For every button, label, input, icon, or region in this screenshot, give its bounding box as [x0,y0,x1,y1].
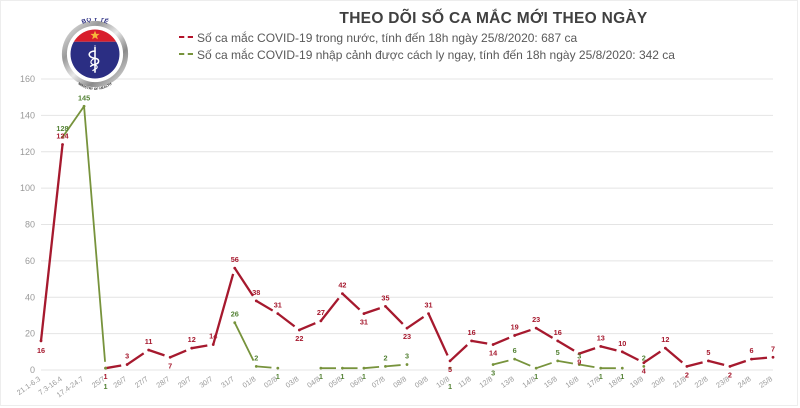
svg-text:5: 5 [706,348,710,357]
svg-text:60: 60 [25,256,35,266]
svg-text:2: 2 [254,353,258,362]
svg-text:2: 2 [728,370,732,379]
svg-text:3: 3 [405,352,409,361]
svg-text:12: 12 [188,335,196,344]
svg-text:21.1-6.3: 21.1-6.3 [15,374,42,397]
svg-text:13/8: 13/8 [499,374,516,390]
svg-text:1: 1 [599,372,603,381]
svg-text:20/8: 20/8 [650,374,667,390]
svg-text:3: 3 [125,352,129,361]
svg-text:16: 16 [37,346,45,355]
svg-text:29/7: 29/7 [176,374,193,390]
svg-text:128: 128 [56,124,68,133]
svg-text:27/7: 27/7 [133,374,150,390]
svg-text:140: 140 [20,110,35,120]
svg-text:1: 1 [104,372,108,381]
svg-text:26/7: 26/7 [111,374,128,390]
svg-text:22/8: 22/8 [693,374,710,390]
svg-text:1: 1 [534,372,538,381]
svg-text:1: 1 [620,372,624,381]
svg-text:31: 31 [360,318,368,327]
svg-text:16/8: 16/8 [564,374,581,390]
svg-text:16: 16 [468,328,476,337]
svg-text:25/8: 25/8 [757,374,774,390]
svg-text:3: 3 [491,369,495,378]
svg-text:23: 23 [403,332,411,341]
svg-text:80: 80 [25,220,35,230]
svg-text:2: 2 [685,370,689,379]
svg-text:08/8: 08/8 [391,374,408,390]
svg-text:22: 22 [295,334,303,343]
svg-text:11: 11 [145,337,153,346]
svg-text:4: 4 [642,367,647,376]
svg-text:19/8: 19/8 [628,374,645,390]
svg-text:07/8: 07/8 [370,374,387,390]
svg-text:14: 14 [489,349,498,358]
svg-text:28/7: 28/7 [155,374,172,390]
svg-text:145: 145 [78,93,90,102]
svg-text:0: 0 [30,365,35,375]
svg-text:11/8: 11/8 [456,374,472,389]
svg-text:1: 1 [319,372,323,381]
svg-text:2: 2 [383,353,387,362]
svg-text:09/8: 09/8 [413,374,430,390]
svg-text:01/8: 01/8 [241,374,258,390]
svg-text:160: 160 [20,74,35,84]
svg-text:56: 56 [231,255,239,264]
svg-text:1: 1 [448,382,452,391]
svg-text:35: 35 [381,293,389,302]
svg-text:6: 6 [749,346,753,355]
svg-text:42: 42 [338,281,346,290]
svg-text:6: 6 [513,346,517,355]
svg-text:38: 38 [252,288,260,297]
svg-text:27: 27 [317,308,325,317]
svg-text:16: 16 [554,328,562,337]
svg-text:5: 5 [556,348,560,357]
svg-text:19: 19 [511,322,519,331]
svg-text:1: 1 [276,372,280,381]
svg-text:7: 7 [168,361,172,370]
svg-text:3: 3 [577,352,581,361]
svg-text:24/8: 24/8 [736,374,753,390]
svg-text:12: 12 [661,335,669,344]
svg-text:13: 13 [597,333,605,342]
svg-text:7: 7 [771,344,775,353]
svg-text:5: 5 [448,365,452,374]
svg-text:1: 1 [362,372,366,381]
svg-text:26: 26 [231,310,239,319]
svg-text:14: 14 [209,332,218,341]
svg-text:120: 120 [20,147,35,157]
svg-text:31: 31 [424,301,432,310]
svg-text:1: 1 [104,382,108,391]
svg-text:23: 23 [532,315,540,324]
svg-text:31: 31 [274,301,282,310]
svg-text:1: 1 [340,372,344,381]
svg-text:2: 2 [642,353,646,362]
svg-text:31/7: 31/7 [219,374,236,390]
svg-text:†: † [94,45,96,49]
svg-text:15/8: 15/8 [542,374,559,390]
svg-text:03/8: 03/8 [284,374,301,390]
svg-text:30/7: 30/7 [198,374,215,390]
svg-text:40: 40 [25,292,35,302]
svg-text:20: 20 [25,329,35,339]
svg-text:100: 100 [20,183,35,193]
svg-text:10: 10 [618,339,626,348]
